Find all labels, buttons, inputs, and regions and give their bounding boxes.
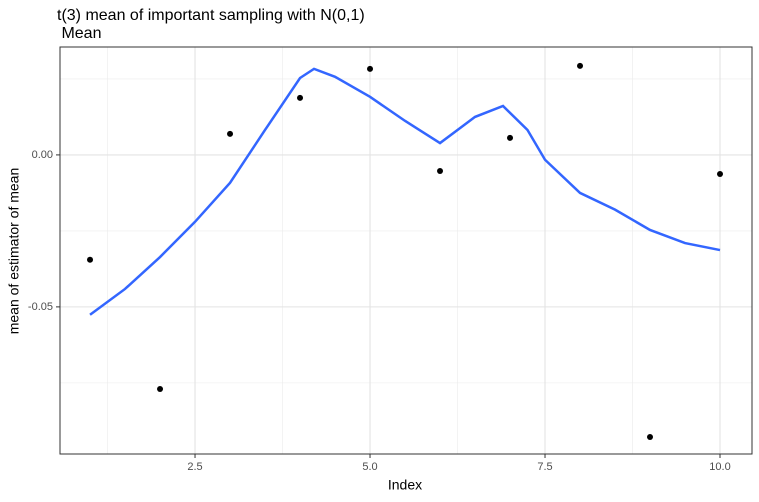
x-tick-label: 10.0 — [709, 461, 730, 473]
point — [367, 65, 374, 72]
point — [87, 256, 94, 263]
x-tick-label: 5.0 — [362, 461, 377, 473]
point — [507, 134, 514, 141]
x-tick-label: 7.5 — [537, 461, 552, 473]
point — [647, 433, 654, 440]
x-axis-label: Index — [388, 477, 422, 493]
point — [437, 168, 444, 175]
y-axis-label: mean of estimator of mean — [6, 168, 22, 335]
y-tick-label: 0.00 — [32, 149, 53, 161]
point — [297, 94, 304, 101]
x-tick-label: 2.5 — [187, 461, 202, 473]
point — [577, 62, 584, 69]
smooth-line — [89, 67, 721, 316]
panel-border — [59, 46, 753, 455]
chart-title: t(3) mean of important sampling with N(0… — [57, 7, 365, 24]
chart-subtitle: Mean — [57, 25, 101, 42]
y-tick-label: -0.05 — [28, 301, 53, 313]
point — [157, 385, 164, 392]
point — [717, 171, 724, 178]
point — [227, 130, 234, 137]
